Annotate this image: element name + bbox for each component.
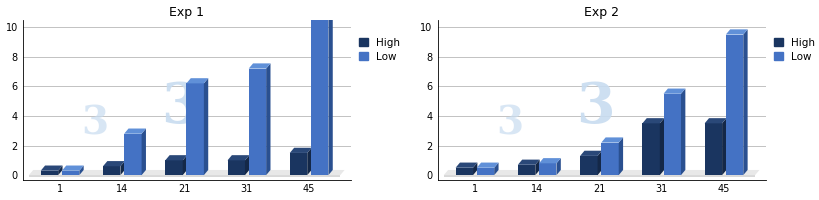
Polygon shape (204, 78, 208, 175)
Polygon shape (103, 161, 124, 166)
Polygon shape (183, 155, 187, 175)
Text: 3: 3 (81, 105, 108, 143)
Polygon shape (245, 155, 249, 175)
Polygon shape (600, 137, 622, 143)
Polygon shape (600, 143, 618, 175)
Polygon shape (579, 156, 597, 175)
Polygon shape (725, 35, 742, 175)
Polygon shape (186, 83, 204, 175)
Polygon shape (79, 166, 84, 175)
Polygon shape (29, 175, 340, 177)
Polygon shape (186, 78, 208, 83)
Polygon shape (248, 63, 270, 69)
Polygon shape (704, 118, 726, 123)
Polygon shape (266, 63, 270, 175)
Polygon shape (680, 89, 685, 175)
Polygon shape (641, 123, 659, 175)
Polygon shape (742, 29, 747, 175)
Polygon shape (473, 163, 477, 175)
Text: 3: 3 (575, 80, 613, 135)
Polygon shape (310, 15, 333, 20)
Polygon shape (443, 175, 754, 177)
Polygon shape (538, 163, 556, 175)
Polygon shape (659, 118, 663, 175)
Polygon shape (307, 148, 311, 175)
Text: 3: 3 (495, 105, 523, 143)
Polygon shape (41, 166, 62, 171)
Legend: High, Low: High, Low (773, 38, 814, 62)
Polygon shape (165, 160, 183, 175)
Polygon shape (289, 148, 311, 153)
Polygon shape (29, 170, 344, 175)
Polygon shape (476, 163, 498, 168)
Polygon shape (455, 163, 477, 168)
Polygon shape (476, 168, 494, 175)
Legend: High, Low: High, Low (359, 38, 400, 62)
Polygon shape (538, 158, 560, 163)
Polygon shape (722, 118, 726, 175)
Polygon shape (704, 123, 722, 175)
Title: Exp 2: Exp 2 (583, 6, 618, 19)
Polygon shape (41, 171, 58, 175)
Polygon shape (579, 151, 601, 156)
Polygon shape (455, 168, 473, 175)
Text: 3: 3 (161, 80, 199, 135)
Polygon shape (663, 89, 685, 94)
Polygon shape (556, 158, 560, 175)
Polygon shape (61, 171, 79, 175)
Polygon shape (124, 134, 142, 175)
Polygon shape (120, 161, 124, 175)
Polygon shape (124, 129, 146, 134)
Polygon shape (518, 165, 535, 175)
Polygon shape (227, 155, 249, 160)
Polygon shape (443, 170, 758, 175)
Polygon shape (61, 166, 84, 171)
Polygon shape (725, 29, 747, 35)
Polygon shape (597, 151, 601, 175)
Polygon shape (663, 94, 680, 175)
Title: Exp 1: Exp 1 (169, 6, 204, 19)
Polygon shape (535, 160, 539, 175)
Polygon shape (165, 155, 187, 160)
Polygon shape (103, 166, 120, 175)
Polygon shape (248, 69, 266, 175)
Polygon shape (641, 118, 663, 123)
Polygon shape (142, 129, 146, 175)
Polygon shape (227, 160, 245, 175)
Polygon shape (518, 160, 539, 165)
Polygon shape (310, 20, 328, 175)
Polygon shape (289, 153, 307, 175)
Polygon shape (328, 15, 333, 175)
Polygon shape (494, 163, 498, 175)
Polygon shape (618, 137, 622, 175)
Polygon shape (58, 166, 62, 175)
